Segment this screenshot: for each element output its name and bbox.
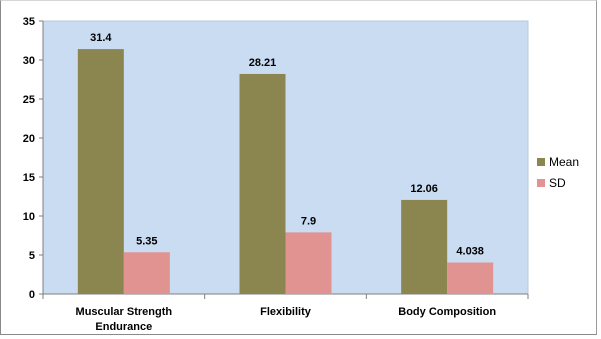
y-tick-label: 30 xyxy=(23,55,35,67)
bar-mean-2 xyxy=(401,199,448,294)
x-category-label: Muscular Strength xyxy=(76,306,173,318)
legend-swatch-sd xyxy=(537,179,545,187)
y-tick-label: 25 xyxy=(23,94,35,106)
bar-mean-0 xyxy=(77,49,124,294)
legend-label-sd: SD xyxy=(549,176,566,190)
legend-label-mean: Mean xyxy=(549,155,579,169)
bars: 31.4 5.35 28.21 7.9 12.06 4.038 xyxy=(77,32,494,294)
bar-mean-1 xyxy=(239,73,286,294)
y-tick-label: 15 xyxy=(23,172,35,184)
x-category-label: Flexibility xyxy=(260,306,312,318)
data-label: 12.06 xyxy=(410,183,438,195)
x-category-label: Body Composition xyxy=(398,306,496,318)
y-tick-label: 5 xyxy=(29,250,35,262)
bar-sd-2 xyxy=(447,262,494,294)
data-label: 28.21 xyxy=(249,57,277,69)
y-tick-label: 20 xyxy=(23,133,35,145)
y-axis: 0 5 10 15 20 25 30 35 xyxy=(23,16,44,301)
y-tick-label: 10 xyxy=(23,211,35,223)
y-tick-label: 35 xyxy=(23,16,35,28)
data-label: 5.35 xyxy=(136,235,157,247)
x-category-label: Endurance xyxy=(95,321,152,333)
data-label: 7.9 xyxy=(301,215,316,227)
bar-sd-1 xyxy=(285,232,332,294)
data-label: 31.4 xyxy=(90,32,112,44)
data-label: 4.038 xyxy=(456,246,484,258)
legend-swatch-mean xyxy=(537,158,545,166)
y-tick-label: 0 xyxy=(29,289,35,301)
legend: Mean SD xyxy=(537,155,579,190)
x-axis: Muscular Strength Endurance Flexibility Bod… xyxy=(42,293,529,333)
bar-sd-0 xyxy=(123,252,170,294)
